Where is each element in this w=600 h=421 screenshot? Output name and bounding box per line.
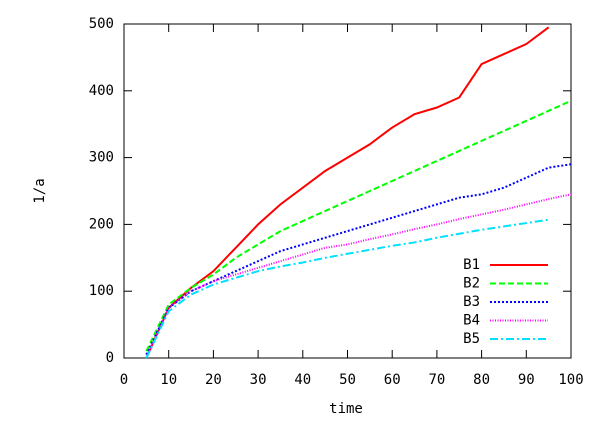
x-tick-label: 50 (339, 372, 356, 388)
series-line (145, 99, 572, 352)
x-tick-label: 100 (558, 372, 583, 388)
x-tick-label: 20 (205, 372, 222, 388)
y-tick-label: 100 (89, 283, 114, 299)
legend-label: B4 (463, 313, 480, 329)
series-line (145, 163, 572, 356)
x-tick-label: 0 (120, 372, 128, 388)
y-tick-label: 0 (106, 350, 114, 366)
y-axis-label: 1/a (32, 178, 48, 203)
x-tick-label: 80 (473, 372, 490, 388)
x-tick-label: 70 (428, 372, 445, 388)
y-tick-label: 200 (89, 216, 114, 232)
x-tick-label: 40 (294, 372, 311, 388)
x-axis-label: time (329, 401, 363, 417)
x-tick-label: 60 (384, 372, 401, 388)
plot-frame (123, 23, 572, 359)
y-tick-label: 400 (89, 83, 114, 99)
x-tick-label: 10 (160, 372, 177, 388)
series-line (145, 26, 550, 359)
legend-label: B5 (463, 331, 480, 347)
y-tick-label: 500 (89, 16, 114, 32)
series-line (145, 218, 549, 359)
x-tick-label: 30 (250, 372, 267, 388)
legend-label: B1 (463, 257, 480, 273)
x-tick-label: 90 (518, 372, 535, 388)
y-tick-label: 300 (89, 150, 114, 166)
legend-label: B3 (463, 294, 480, 310)
series-line (145, 193, 572, 359)
legend-label: B2 (463, 276, 480, 292)
